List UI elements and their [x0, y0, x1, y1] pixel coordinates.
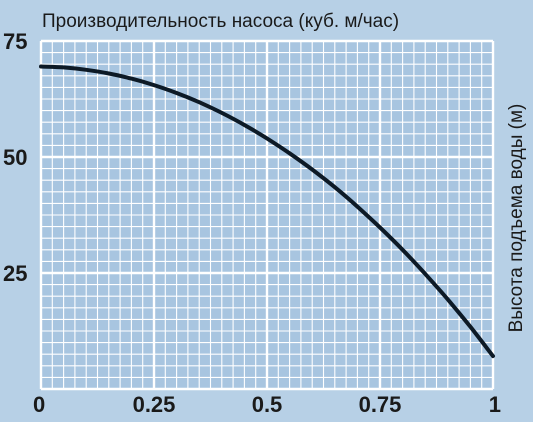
- y-tick-label: 75: [3, 29, 27, 54]
- x-tick-label: 0.5: [252, 392, 283, 417]
- y-axis-label: Высота подъема воды (м): [506, 104, 527, 333]
- x-tick-labels: 0 0.25 0.5 0.75 1: [33, 392, 501, 417]
- x-tick-label: 0.25: [133, 392, 176, 417]
- y-tick-label: 50: [3, 145, 27, 170]
- x-tick-label: 1: [489, 392, 501, 417]
- chart-title: Производительность насоса (куб. м/час): [42, 11, 399, 32]
- series-line: [39, 64, 495, 359]
- x-tick-label: 0.75: [359, 392, 402, 417]
- y-tick-labels: 75 50 25: [3, 29, 27, 286]
- x-tick-label: 0: [33, 392, 45, 417]
- y-tick-label: 25: [3, 261, 27, 286]
- grid: [39, 39, 495, 391]
